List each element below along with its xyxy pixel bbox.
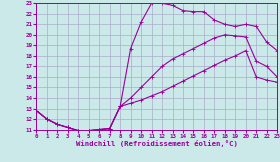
X-axis label: Windchill (Refroidissement éolien,°C): Windchill (Refroidissement éolien,°C): [76, 140, 238, 147]
